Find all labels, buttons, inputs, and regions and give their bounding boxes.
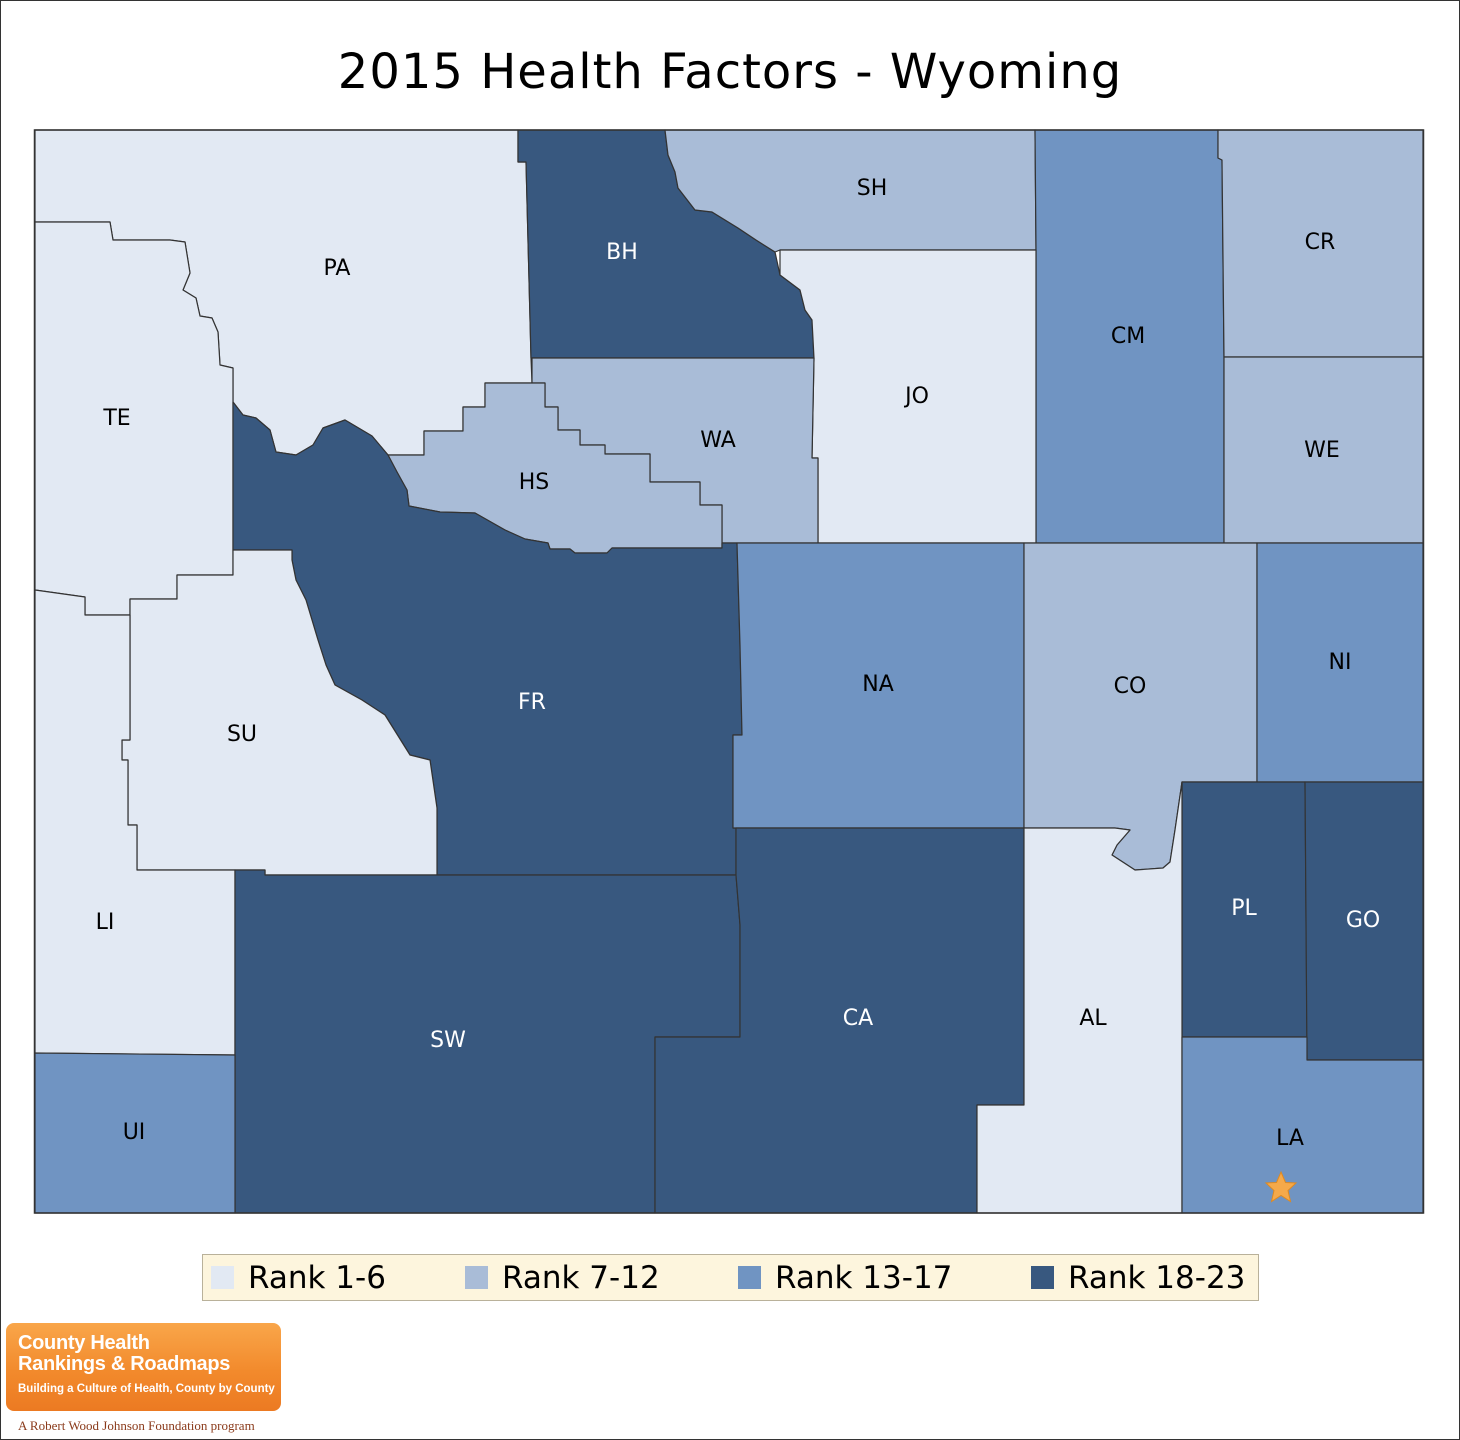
county-label-cm: CM	[1111, 324, 1145, 349]
county-label-jo: JO	[903, 384, 929, 409]
county-label-hs: HS	[519, 470, 550, 495]
county-label-we: WE	[1304, 438, 1340, 463]
county-label-co: CO	[1114, 674, 1147, 699]
legend-item: Rank 18-23	[1031, 1255, 1245, 1300]
legend-swatch	[211, 1266, 234, 1289]
map-legend: Rank 1-6 Rank 7-12 Rank 13-17 Rank 18-23	[202, 1254, 1259, 1301]
county-label-sh: SH	[857, 176, 888, 201]
county-label-ni: NI	[1329, 650, 1352, 675]
county-label-go: GO	[1346, 908, 1380, 933]
legend-item: Rank 13-17	[738, 1255, 952, 1300]
legend-label: Rank 18-23	[1068, 1259, 1246, 1296]
logo-program-line: A Robert Wood Johnson Foundation program	[18, 1418, 255, 1433]
legend-swatch	[465, 1266, 488, 1289]
county-label-fr: FR	[518, 690, 546, 715]
logo-line2: Rankings & Roadmaps	[18, 1353, 231, 1375]
legend-label: Rank 13-17	[775, 1259, 953, 1296]
map-title: 2015 Health Factors - Wyoming	[337, 44, 1123, 100]
county-label-bh: BH	[606, 240, 638, 265]
legend-item: Rank 7-12	[465, 1255, 660, 1300]
chrr-logo: County Health Rankings & Roadmaps Buildi…	[6, 1323, 281, 1411]
legend-label: Rank 7-12	[502, 1259, 660, 1296]
county-label-wa: WA	[700, 428, 736, 453]
county-label-sw: SW	[430, 1028, 466, 1053]
county-label-te: TE	[102, 406, 130, 431]
county-label-su: SU	[227, 722, 257, 747]
county-la	[1181, 1036, 1424, 1214]
county-label-cr: CR	[1305, 230, 1336, 255]
county-al	[976, 781, 1183, 1214]
county-label-ca: CA	[843, 1006, 873, 1031]
county-label-na: NA	[862, 672, 894, 697]
logo-line1: County Health	[18, 1332, 150, 1354]
county-label-la: LA	[1276, 1126, 1304, 1151]
county-label-li: LI	[96, 910, 115, 935]
legend-label: Rank 1-6	[248, 1259, 386, 1296]
legend-swatch	[738, 1266, 761, 1289]
county-label-pl: PL	[1231, 896, 1257, 921]
county-label-ui: UI	[123, 1120, 146, 1145]
county-label-pa: PA	[324, 256, 351, 281]
legend-swatch	[1031, 1266, 1054, 1289]
county-label-al: AL	[1079, 1006, 1107, 1031]
state-border	[33, 129, 1425, 1214]
legend-item: Rank 1-6	[211, 1255, 386, 1300]
logo-tagline: Building a Culture of Health, County by …	[18, 1383, 275, 1395]
star-icon	[1264, 1170, 1298, 1203]
